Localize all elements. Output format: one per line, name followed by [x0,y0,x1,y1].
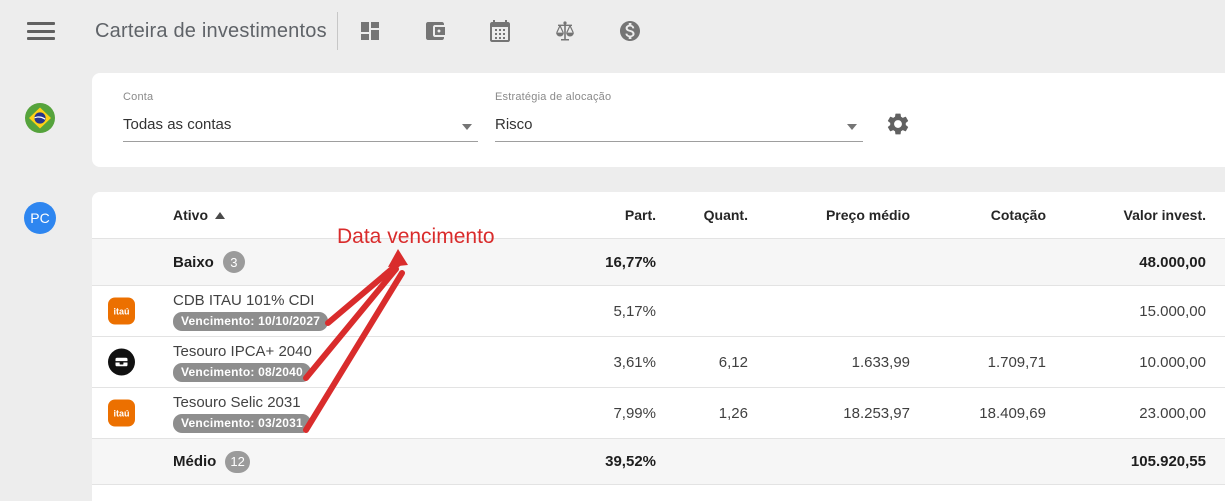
maturity-badge: Vencimento: 08/2040 [173,362,311,382]
group-row-baixo[interactable]: Baixo 3 16,77% 48.000,00 [92,239,1225,286]
table-header-row: Ativo Part. Quant. Preço médio Cotação V… [92,192,1225,239]
asset-name: Tesouro IPCA+ 2040 [173,342,312,360]
asset-part: 5,17% [613,302,656,320]
group-name: Médio [173,453,217,470]
assets-table: Ativo Part. Quant. Preço médio Cotação V… [92,192,1225,501]
maturity-badge: Vencimento: 10/10/2027 [173,311,329,331]
asset-part: 3,61% [613,353,656,371]
asset-name: CDB ITAU 101% CDI [173,291,315,309]
hamburger-menu-icon[interactable] [27,22,55,40]
asset-preco: 1.633,99 [851,353,910,371]
calendar-icon[interactable] [488,19,512,43]
asset-name: Tesouro Selic 2031 [173,393,301,411]
settings-gear-icon[interactable] [885,111,911,137]
column-header-preco-medio[interactable]: Preço médio [825,207,910,223]
strategy-select[interactable]: Estratégia de alocação Risco [495,91,863,142]
wallet-icon[interactable] [423,19,447,43]
group-count-badge: 12 [225,450,250,473]
group-valor: 105.920,55 [1130,453,1206,470]
asset-cotacao: 1.709,71 [987,353,1046,371]
chevron-down-icon [462,124,472,130]
group-count-badge: 3 [222,251,245,273]
table-row[interactable]: itaú Tesouro Selic 2031 Vencimento: 03/2… [92,388,1225,439]
column-header-quant[interactable]: Quant. [703,207,748,223]
dashboard-icon[interactable] [358,19,382,43]
asset-preco: 18.253,97 [843,404,910,422]
asset-quant: 6,12 [718,353,748,371]
asset-quant: 1,26 [718,404,748,422]
brazil-flag-icon[interactable] [25,103,55,133]
strategy-select-value: Risco [495,116,533,133]
column-header-part[interactable]: Part. [624,207,656,223]
page-title: Carteira de investimentos [95,20,327,42]
tesouro-logo-icon [108,348,135,376]
group-valor: 48.000,00 [1139,253,1206,271]
divider [337,12,338,50]
sort-asc-icon [215,212,225,219]
table-row[interactable]: Tesouro IPCA+ 2040 Vencimento: 08/2040 3… [92,337,1225,388]
column-header-cotacao[interactable]: Cotação [990,207,1046,223]
table-row[interactable]: itaú CDB ITAU 101% CDI Vencimento: 10/10… [92,286,1225,337]
asset-part: 7,99% [613,404,656,422]
maturity-badge: Vencimento: 03/2031 [173,413,311,433]
asset-cotacao: 18.409,69 [979,404,1046,422]
strategy-select-label: Estratégia de alocação [495,91,612,103]
itau-logo-icon: itaú [108,399,135,427]
account-select[interactable]: Conta Todas as contas [123,91,478,142]
group-part: 16,77% [605,253,656,271]
chevron-down-icon [847,124,857,130]
column-header-valor-invest[interactable]: Valor invest. [1123,207,1206,223]
filter-panel: Conta Todas as contas Estratégia de aloc… [92,73,1225,167]
group-name: Baixo [173,253,214,271]
user-avatar[interactable]: PC [24,202,56,234]
group-row-medio[interactable]: Médio 12 39,52% 105.920,55 [92,439,1225,485]
asset-valor: 23.000,00 [1139,404,1206,422]
itau-logo-icon: itaú [108,297,135,325]
group-part: 39,52% [605,453,656,470]
asset-valor: 10.000,00 [1139,353,1206,371]
account-select-label: Conta [123,91,154,103]
top-bar: Carteira de investimentos [0,0,1225,62]
money-icon[interactable] [618,19,642,43]
asset-valor: 15.000,00 [1139,302,1206,320]
balance-scale-icon[interactable] [553,19,577,43]
top-nav-icons [358,19,642,43]
account-select-value: Todas as contas [123,116,232,133]
column-header-ativo[interactable]: Ativo [92,192,556,238]
